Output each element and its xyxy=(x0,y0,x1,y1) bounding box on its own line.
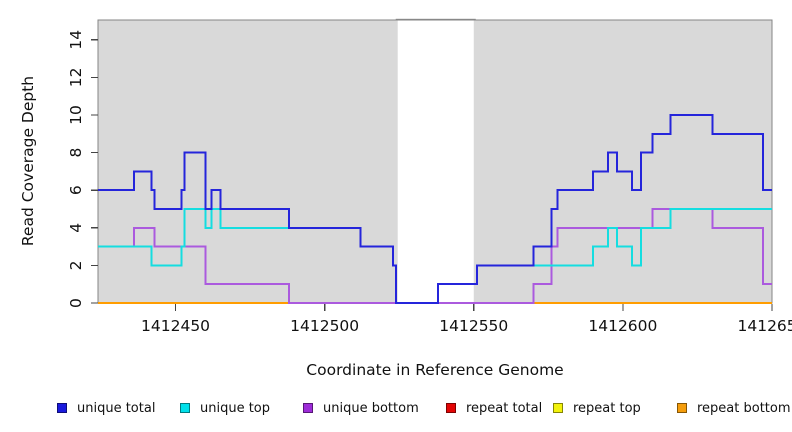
legend-swatch-icon xyxy=(446,403,456,413)
legend: unique total unique top unique bottom repea… xyxy=(0,399,792,423)
x-axis-title: Coordinate in Reference Genome xyxy=(306,361,563,379)
legend-item-label: repeat top xyxy=(573,400,641,416)
y-tick-label: 6 xyxy=(67,185,85,195)
y-tick-label: 0 xyxy=(67,298,85,308)
legend-item-unique-top: unique top xyxy=(180,399,270,417)
y-tick-label: 8 xyxy=(67,148,85,158)
series-line-unique-bottom xyxy=(98,207,772,304)
legend-swatch-icon xyxy=(303,403,313,413)
legend-item-label: repeat bottom xyxy=(697,400,791,416)
mask-band xyxy=(397,20,474,303)
x-tick-label: 1412450 xyxy=(141,317,210,335)
y-tick-label: 2 xyxy=(67,260,85,270)
legend-swatch-icon xyxy=(57,403,67,413)
legend-item-repeat-top: repeat top xyxy=(553,399,641,417)
y-tick-label: 12 xyxy=(67,67,85,87)
y-axis-title: Read Coverage Depth xyxy=(19,76,37,246)
y-tick-label: 4 xyxy=(67,223,85,233)
legend-item-repeat-total: repeat total xyxy=(446,399,542,417)
legend-swatch-icon xyxy=(180,403,190,413)
legend-item-unique-bottom: unique bottom xyxy=(303,399,419,417)
legend-item-label: unique total xyxy=(77,400,156,416)
plot-background-layer xyxy=(97,18,773,304)
y-tick-label: 14 xyxy=(67,30,85,50)
legend-item-unique-total: unique total xyxy=(57,399,155,417)
x-tick-label: 1412500 xyxy=(290,317,359,335)
legend-item-label: unique bottom xyxy=(323,400,419,416)
legend-item-repeat-bottom: repeat bottom xyxy=(677,399,791,417)
y-tick-label: 10 xyxy=(67,105,85,125)
legend-item-label: repeat total xyxy=(466,400,543,416)
series-line-unique-total xyxy=(98,113,772,304)
legend-swatch-icon xyxy=(677,403,687,413)
series-layer xyxy=(98,113,772,304)
legend-item-label: unique top xyxy=(200,400,271,416)
legend-swatch-icon xyxy=(553,403,563,413)
x-tick-label: 1412550 xyxy=(439,317,508,335)
x-tick-label: 1412600 xyxy=(588,317,657,335)
